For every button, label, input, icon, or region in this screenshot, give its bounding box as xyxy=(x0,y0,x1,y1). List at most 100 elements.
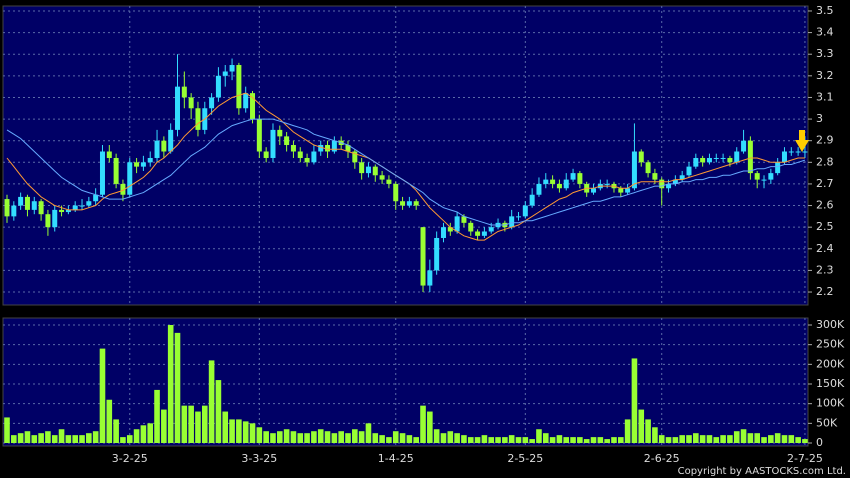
candle-body xyxy=(488,227,494,232)
volume-bar xyxy=(618,437,624,444)
volume-bar xyxy=(140,425,147,444)
candle-body xyxy=(754,173,760,180)
candle-body xyxy=(31,201,37,210)
x-tick-label: 2-5-25 xyxy=(507,452,543,465)
volume-bar xyxy=(290,431,297,444)
candle-body xyxy=(59,209,65,213)
candle-body xyxy=(331,140,337,152)
candle-body xyxy=(659,179,665,189)
candle-body xyxy=(154,140,160,158)
y-tick-label: 3 xyxy=(816,112,823,125)
candle-body xyxy=(4,199,10,217)
volume-bar xyxy=(699,435,706,444)
x-tick-label: 3-3-25 xyxy=(241,452,277,465)
volume-bar xyxy=(386,437,392,444)
candle-body xyxy=(468,222,474,232)
volume-bar xyxy=(181,405,188,444)
candle-body xyxy=(65,209,71,213)
candle-body xyxy=(727,157,733,163)
volume-bar xyxy=(345,433,351,444)
candle-body xyxy=(679,175,685,180)
y-tick-label: 2.9 xyxy=(816,134,834,147)
candle-body xyxy=(168,129,174,152)
candle-body xyxy=(127,162,133,195)
candle-body xyxy=(250,93,256,120)
volume-bar xyxy=(474,437,481,444)
volume-bar xyxy=(604,439,610,444)
moving-average-line xyxy=(6,118,806,226)
candle-body xyxy=(652,173,658,180)
candle-body xyxy=(195,108,201,130)
candle-body xyxy=(556,183,562,189)
y-tick-label: 3.3 xyxy=(816,47,834,60)
candle-body xyxy=(284,136,290,146)
candle-body xyxy=(140,162,146,167)
candle-body xyxy=(24,196,30,210)
volume-bar xyxy=(24,431,31,444)
volume-bar xyxy=(406,435,413,444)
volume-bar xyxy=(154,389,160,444)
candle-body xyxy=(713,157,719,159)
volume-bar xyxy=(440,433,447,444)
candle-body xyxy=(359,162,365,174)
candle-body xyxy=(618,188,624,193)
volume-bar xyxy=(126,435,133,444)
volume-bar xyxy=(79,435,85,444)
volume-bar xyxy=(536,429,542,444)
candle-body xyxy=(86,201,92,206)
volume-bar xyxy=(638,409,645,444)
volume-bar xyxy=(433,429,440,444)
candle-body xyxy=(638,151,644,163)
candle-body xyxy=(134,162,140,167)
candle-body xyxy=(120,183,126,195)
volume-bar xyxy=(242,421,249,444)
candle-body xyxy=(181,86,187,98)
volume-bar xyxy=(727,435,733,444)
candle-body xyxy=(99,151,105,195)
candle-body xyxy=(475,231,481,236)
volume-bar xyxy=(542,433,549,444)
volume-bar xyxy=(570,437,576,444)
volume-bar xyxy=(693,433,699,444)
y-tick-label: 2.8 xyxy=(816,155,834,168)
volume-bar xyxy=(672,437,679,444)
y-tick-label: 100K xyxy=(816,397,845,410)
candle-body xyxy=(325,145,331,152)
candle-body xyxy=(686,166,692,176)
volume-bar xyxy=(372,433,379,444)
volume-bar xyxy=(188,405,194,444)
volume-panel xyxy=(2,317,809,447)
volume-bar xyxy=(113,419,119,444)
volume-bar xyxy=(781,435,788,444)
volume-bar xyxy=(338,431,344,444)
candle-body xyxy=(795,151,801,153)
candle-body xyxy=(454,216,460,232)
volume-bar xyxy=(467,437,474,444)
volume-bar xyxy=(195,411,201,444)
candle-body xyxy=(11,205,17,217)
volume-bar xyxy=(147,423,154,444)
candle-body xyxy=(38,201,44,215)
candle-body xyxy=(297,151,303,158)
candle-body xyxy=(543,179,549,184)
volume-bar xyxy=(270,433,276,444)
candle-body xyxy=(693,157,699,167)
volume-bar xyxy=(222,411,229,444)
candle-body xyxy=(536,183,542,195)
volume-bar xyxy=(556,435,563,444)
volume-bar xyxy=(795,437,801,444)
volume-bar xyxy=(583,439,590,444)
candle-body xyxy=(720,157,726,159)
volume-bar xyxy=(645,419,651,444)
candle-body xyxy=(72,205,78,210)
volume-bar xyxy=(352,429,358,444)
volume-bar xyxy=(631,358,638,444)
candle-body xyxy=(18,196,24,206)
candle-body xyxy=(263,151,269,158)
volume-bar xyxy=(229,419,235,444)
candle-body xyxy=(734,151,740,163)
candle-body xyxy=(447,227,453,232)
volume-bar xyxy=(788,435,795,444)
candle-body xyxy=(591,188,597,193)
volume-bar xyxy=(215,380,222,444)
